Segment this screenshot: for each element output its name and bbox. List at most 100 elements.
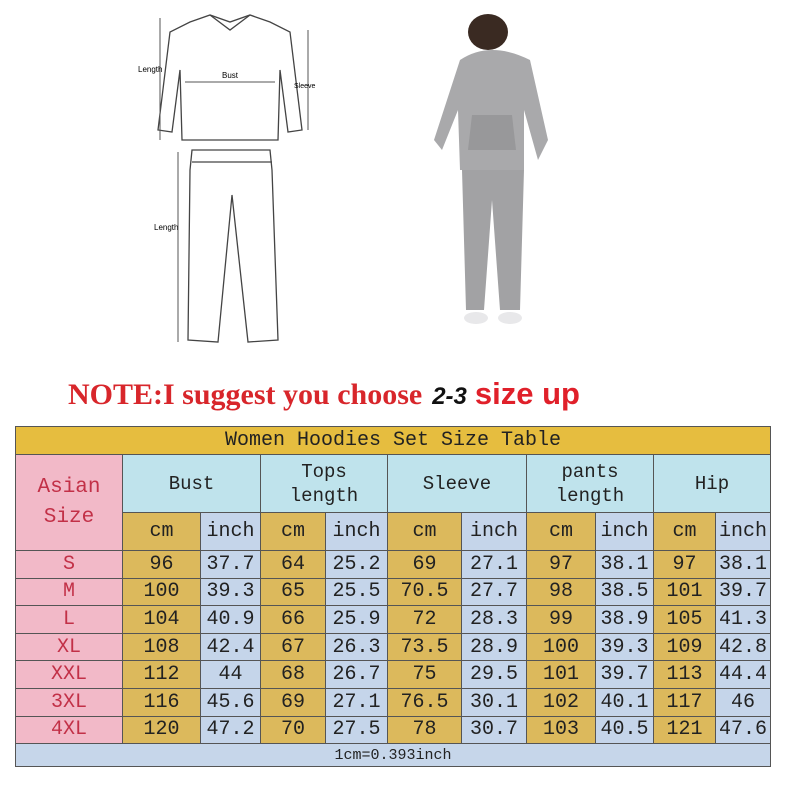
tops-length-header: Tops length (260, 454, 388, 513)
unit-cm: cm (387, 512, 462, 551)
table-row: XL 108 42.4 67 26.3 73.5 28.9 100 39.3 109 42.8 (15, 632, 772, 662)
value-cell: 109 (653, 632, 716, 662)
value-cell: 47.2 (200, 715, 261, 745)
value-cell: 29.5 (461, 660, 527, 689)
value-cell: 65 (260, 577, 326, 607)
table-row: L 104 40.9 66 25.9 72 28.3 99 38.9 105 41.3 (15, 605, 772, 634)
value-cell: 40.5 (595, 715, 654, 745)
pants-length-label: Length (154, 223, 178, 232)
value-cell: 69 (387, 550, 462, 579)
measurement-lines (159, 18, 309, 342)
value-cell: 69 (260, 687, 326, 717)
value-cell: 39.7 (714, 577, 772, 607)
value-cell: 39.3 (595, 632, 654, 662)
value-cell: 112 (122, 660, 201, 689)
value-cell: 108 (122, 632, 201, 662)
note-range: 2-3 (432, 383, 467, 410)
value-cell: 102 (526, 687, 596, 717)
value-cell: 105 (653, 605, 716, 634)
value-cell: 38.1 (714, 550, 772, 579)
unit-cm: cm (260, 512, 326, 551)
bust-header: Bust (122, 454, 261, 513)
value-cell: 97 (653, 550, 716, 579)
value-cell: 121 (653, 715, 716, 745)
value-cell: 103 (526, 715, 596, 745)
top-length-label: Length (138, 65, 162, 74)
value-cell: 101 (653, 577, 716, 607)
value-cell: 104 (122, 605, 201, 634)
hip-header: Hip (652, 454, 772, 513)
value-cell: 70.5 (387, 577, 462, 607)
size-cell: S (15, 550, 123, 579)
value-cell: 68 (260, 660, 326, 689)
value-cell: 42.4 (200, 632, 261, 662)
value-cell: 64 (260, 550, 326, 579)
value-cell: 116 (122, 687, 201, 717)
value-cell: 37.7 (200, 550, 261, 579)
size-note: NOTE:I suggest you choose 2-3 size up (68, 376, 580, 416)
value-cell: 38.9 (595, 605, 654, 634)
value-cell: 46 (714, 687, 772, 717)
size-cell: 3XL (15, 687, 123, 717)
table-row: 3XL 116 45.6 69 27.1 76.5 30.1 102 40.1 117 46 (15, 687, 772, 717)
value-cell: 99 (526, 605, 596, 634)
model-photo (434, 14, 548, 324)
size-table: Women Hoodies Set Size Table Asian Size B… (14, 426, 772, 768)
value-cell: 72 (387, 605, 462, 634)
table-row: XXL 112 44 68 26.7 75 29.5 101 39.7 113 44.4 (15, 660, 772, 689)
value-cell: 100 (526, 632, 596, 662)
value-cell: 76.5 (387, 687, 462, 717)
value-cell: 100 (122, 577, 201, 607)
size-cell: XL (15, 632, 123, 662)
unit-cm: cm (122, 512, 201, 551)
value-cell: 98 (526, 577, 596, 607)
value-cell: 25.9 (325, 605, 388, 634)
value-cell: 26.7 (325, 660, 388, 689)
unit-inch: inch (461, 512, 527, 551)
value-cell: 101 (526, 660, 596, 689)
unit-cm: cm (526, 512, 596, 551)
size-cell: L (15, 605, 123, 634)
value-cell: 78 (387, 715, 462, 745)
hoodie-outline-icon (157, 14, 303, 141)
value-cell: 41.3 (714, 605, 772, 634)
garment-measurement-diagram: Length Bust Sleeve Length (138, 14, 316, 343)
value-cell: 96 (122, 550, 201, 579)
pants-length-header: pants length (526, 454, 654, 513)
value-cell: 45.6 (200, 687, 261, 717)
value-cell: 25.2 (325, 550, 388, 579)
value-cell: 117 (653, 687, 716, 717)
value-cell: 25.5 (325, 577, 388, 607)
value-cell: 30.7 (461, 715, 527, 745)
size-cell: XXL (15, 660, 123, 689)
pants-outline-icon (187, 149, 279, 343)
value-cell: 97 (526, 550, 596, 579)
value-cell: 27.5 (325, 715, 388, 745)
value-cell: 28.3 (461, 605, 527, 634)
value-cell: 44 (200, 660, 261, 689)
table-row: 4XL 120 47.2 70 27.5 78 30.7 103 40.5 121 47.6 (15, 715, 772, 745)
sleeve-header: Sleeve (387, 454, 527, 513)
value-cell: 26.3 (325, 632, 388, 662)
value-cell: 66 (260, 605, 326, 634)
value-cell: 40.1 (595, 687, 654, 717)
table-row: S 96 37.7 64 25.2 69 27.1 97 38.1 97 38.1 (15, 550, 772, 579)
value-cell: 27.7 (461, 577, 527, 607)
unit-inch: inch (595, 512, 654, 551)
value-cell: 42.8 (714, 632, 772, 662)
value-cell: 27.1 (461, 550, 527, 579)
value-cell: 73.5 (387, 632, 462, 662)
value-cell: 38.5 (595, 577, 654, 607)
unit-inch: inch (200, 512, 261, 551)
table-row: M 100 39.3 65 25.5 70.5 27.7 98 38.5 101 39.7 (15, 577, 772, 607)
value-cell: 39.7 (595, 660, 654, 689)
unit-cm: cm (653, 512, 716, 551)
sleeve-label: Sleeve (294, 83, 316, 90)
value-cell: 44.4 (714, 660, 772, 689)
bust-label: Bust (222, 71, 239, 80)
value-cell: 120 (122, 715, 201, 745)
value-cell: 39.3 (200, 577, 261, 607)
table-title: Women Hoodies Set Size Table (14, 426, 772, 455)
note-text: NOTE:I suggest you choose (68, 378, 423, 411)
size-cell: 4XL (15, 715, 123, 745)
